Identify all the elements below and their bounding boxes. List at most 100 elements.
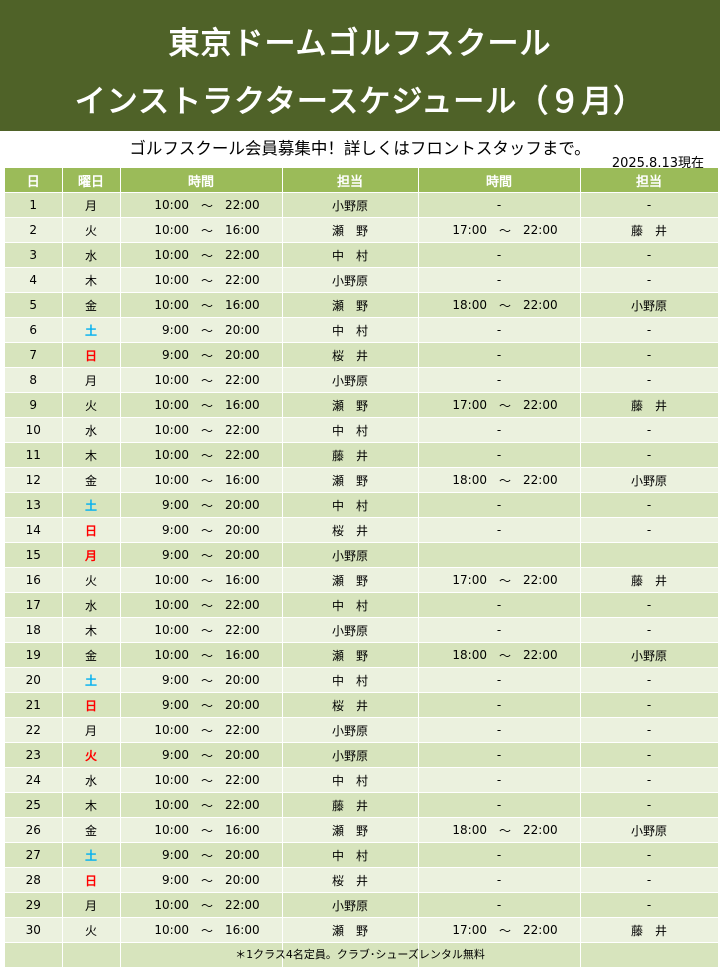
time-1-cell: 10:00 ～ 16:00	[120, 467, 283, 493]
start-time: 10:00	[154, 573, 189, 587]
time-2-cell: 17:00 ～ 22:00	[418, 217, 581, 243]
time-2-cell: 17:00 ～ 22:00	[418, 567, 581, 593]
time-2-cell: -	[418, 792, 581, 818]
empty-mark: -	[496, 773, 502, 787]
time-2-cell: 18:00 ～ 22:00	[418, 642, 581, 668]
weekday-cell: 土	[62, 842, 121, 868]
table-row: 23 火 9:00 ～ 20:00 小野原 - -	[5, 742, 719, 768]
tilde: ～	[498, 473, 511, 488]
day-cell: 23	[5, 742, 63, 768]
table-row: 1 月 10:00 ～ 22:00 小野原 - -	[5, 192, 719, 218]
staff-2-cell: 小野原	[580, 467, 719, 493]
end-time: 22:00	[523, 923, 558, 937]
weekday-cell: 火	[62, 217, 121, 243]
weekday-cell: 日	[62, 517, 121, 543]
tilde: ～	[200, 698, 213, 713]
time-1-cell: 10:00 ～ 22:00	[120, 242, 283, 268]
end-time: 22:00	[225, 198, 260, 212]
day-cell: 2	[5, 217, 63, 243]
time-2-cell: -	[418, 592, 581, 618]
schedule-body: 1 月 10:00 ～ 22:00 小野原 - -2 火 10:00 ～ 16:00 瀬 野 17:00 ～…	[5, 192, 719, 968]
time-1-cell: 10:00 ～ 16:00	[120, 817, 283, 843]
empty-mark: -	[496, 723, 502, 737]
time-1-cell: 10:00 ～ 22:00	[120, 267, 283, 293]
start-time: 17:00	[452, 223, 487, 237]
staff-1-cell: 中 村	[282, 842, 419, 868]
end-time: 22:00	[225, 623, 260, 637]
start-time: 18:00	[452, 473, 487, 487]
time-2-cell: -	[418, 767, 581, 793]
staff-2-cell: -	[580, 317, 719, 343]
day-cell: 18	[5, 617, 63, 643]
staff-1-cell: 小野原	[282, 367, 419, 393]
staff-1-cell: 中 村	[282, 242, 419, 268]
weekday-cell: 木	[62, 792, 121, 818]
staff-2-cell: -	[580, 592, 719, 618]
staff-1-cell: 瀬 野	[282, 917, 419, 943]
staff-1-cell: 桜 井	[282, 692, 419, 718]
end-time: 22:00	[225, 598, 260, 612]
recruitment-message: ゴルフスクール会員募集中！詳しくはフロントスタッフまで。	[129, 139, 591, 158]
start-time: 9:00	[162, 698, 189, 712]
day-cell: 6	[5, 317, 63, 343]
time-1-cell: 9:00 ～ 20:00	[120, 692, 283, 718]
table-row: 17 水 10:00 ～ 22:00 中 村 - -	[5, 592, 719, 618]
time-2-cell: -	[418, 442, 581, 468]
tilde: ～	[200, 198, 213, 213]
start-time: 10:00	[154, 623, 189, 637]
time-1-cell: 10:00 ～ 22:00	[120, 417, 283, 443]
table-row: 25 木 10:00 ～ 22:00 藤 井 - -	[5, 792, 719, 818]
end-time: 16:00	[225, 223, 260, 237]
empty-mark: -	[496, 873, 502, 887]
staff-1-cell: 小野原	[282, 717, 419, 743]
time-2-cell: 17:00 ～ 22:00	[418, 392, 581, 418]
day-cell: 5	[5, 292, 63, 318]
weekday-cell: 火	[62, 742, 121, 768]
weekday-cell: 土	[62, 317, 121, 343]
weekday-cell: 日	[62, 867, 121, 893]
staff-1-cell: 中 村	[282, 592, 419, 618]
tilde: ～	[200, 448, 213, 463]
table-row: 22 月 10:00 ～ 22:00 小野原 - -	[5, 717, 719, 743]
start-time: 10:00	[154, 398, 189, 412]
start-time: 10:00	[154, 448, 189, 462]
tilde: ～	[200, 823, 213, 838]
day-cell: 16	[5, 567, 63, 593]
staff-1-cell: 中 村	[282, 317, 419, 343]
weekday-cell: 日	[62, 342, 121, 368]
table-row: 18 木 10:00 ～ 22:00 小野原 - -	[5, 617, 719, 643]
tilde: ～	[200, 548, 213, 563]
start-time: 18:00	[452, 823, 487, 837]
table-row: 27 土 9:00 ～ 20:00 中 村 - -	[5, 842, 719, 868]
day-cell: 13	[5, 492, 63, 518]
start-time: 10:00	[154, 823, 189, 837]
empty-mark: -	[496, 448, 502, 462]
day-cell: 20	[5, 667, 63, 693]
tilde: ～	[200, 673, 213, 688]
staff-2-cell: -	[580, 867, 719, 893]
end-time: 22:00	[523, 823, 558, 837]
time-2-cell: -	[418, 492, 581, 518]
schedule-table: 日 曜日 時間 担当 時間 担当 1 月 10:00 ～ 22:00 小野原 - -2 火 10:…	[5, 168, 719, 968]
end-time: 20:00	[225, 748, 260, 762]
time-2-cell: -	[418, 367, 581, 393]
table-row: 11 木 10:00 ～ 22:00 藤 井 - -	[5, 442, 719, 468]
staff-1-cell: 小野原	[282, 192, 419, 218]
empty-mark: -	[496, 523, 502, 537]
staff-2-cell: -	[580, 617, 719, 643]
time-1-cell: 10:00 ～ 22:00	[120, 442, 283, 468]
tilde: ～	[498, 573, 511, 588]
weekday-cell: 月	[62, 717, 121, 743]
start-time: 18:00	[452, 648, 487, 662]
time-1-cell: 10:00 ～ 16:00	[120, 917, 283, 943]
tilde: ～	[200, 273, 213, 288]
footer-note: ＊1クラス4名定員。クラブ･シューズレンタル無料	[235, 948, 485, 961]
time-2-cell: -	[418, 867, 581, 893]
end-time: 16:00	[225, 923, 260, 937]
weekday-cell: 金	[62, 817, 121, 843]
time-2-cell: 18:00 ～ 22:00	[418, 467, 581, 493]
day-cell: 1	[5, 192, 63, 218]
tilde: ～	[498, 398, 511, 413]
time-1-cell: 10:00 ～ 16:00	[120, 217, 283, 243]
end-time: 22:00	[225, 723, 260, 737]
